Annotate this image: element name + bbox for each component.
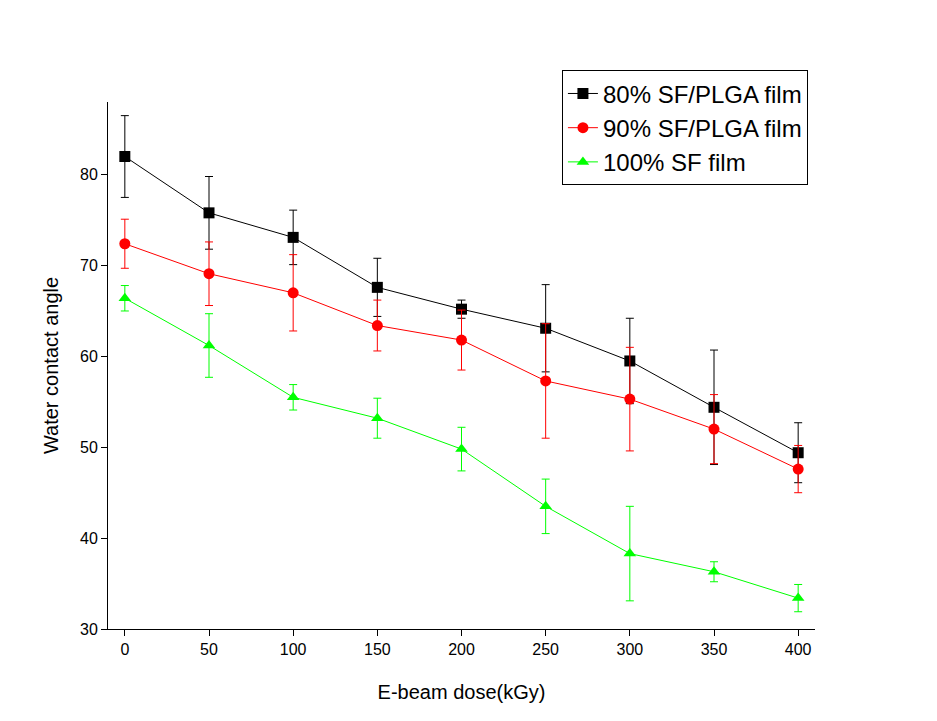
svg-text:90% SF/PLGA film: 90% SF/PLGA film [603, 115, 802, 142]
svg-text:0: 0 [120, 641, 129, 658]
svg-text:350: 350 [701, 641, 728, 658]
svg-text:100: 100 [280, 641, 307, 658]
svg-text:50: 50 [200, 641, 218, 658]
svg-text:50: 50 [80, 439, 98, 456]
svg-text:400: 400 [785, 641, 812, 658]
svg-text:250: 250 [532, 641, 559, 658]
svg-text:Water contact angle: Water contact angle [40, 277, 62, 454]
svg-text:200: 200 [448, 641, 475, 658]
svg-text:40: 40 [80, 530, 98, 547]
svg-text:80% SF/PLGA film: 80% SF/PLGA film [603, 81, 802, 108]
svg-text:30: 30 [80, 621, 98, 638]
svg-text:150: 150 [364, 641, 391, 658]
svg-text:100% SF film: 100% SF film [603, 149, 746, 176]
svg-text:70: 70 [80, 257, 98, 274]
svg-text:300: 300 [616, 641, 643, 658]
svg-text:E-beam dose(kGy): E-beam dose(kGy) [378, 681, 546, 703]
svg-text:80: 80 [80, 166, 98, 183]
svg-text:60: 60 [80, 348, 98, 365]
